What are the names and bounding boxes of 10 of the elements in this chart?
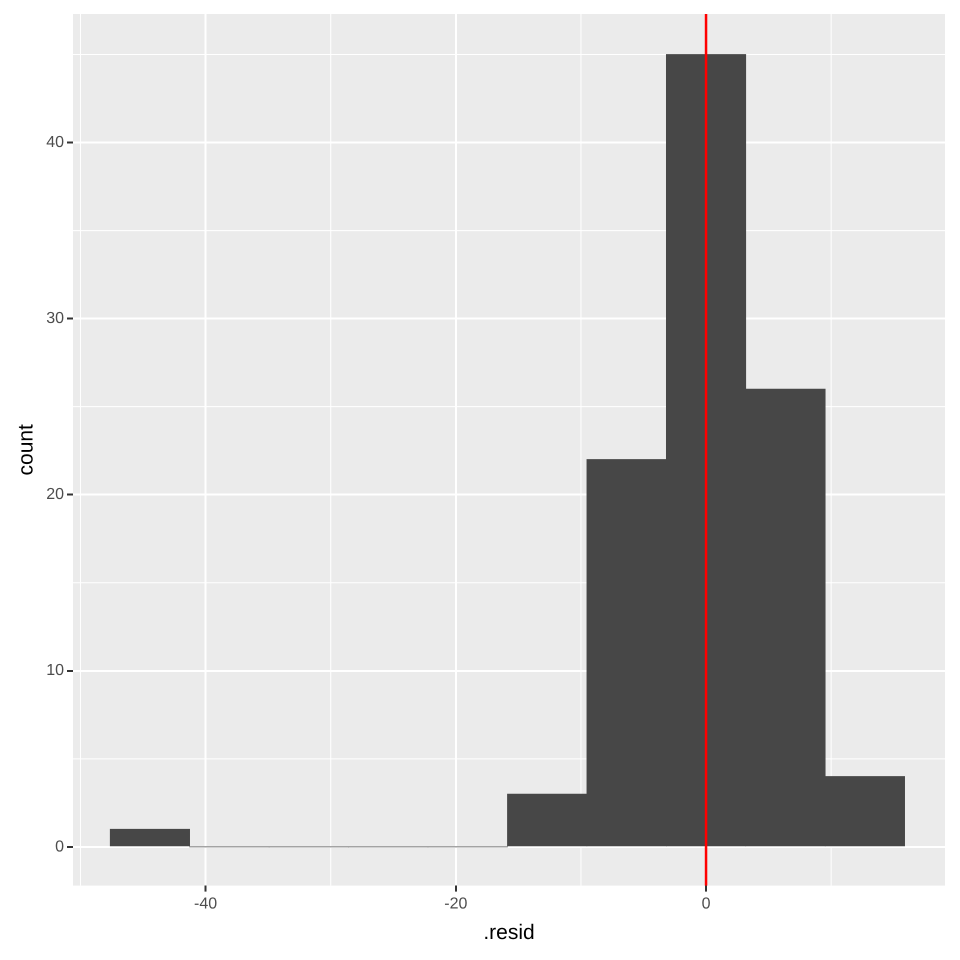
y-tick-label: 0 bbox=[55, 838, 64, 856]
x-tick-label: -40 bbox=[194, 896, 218, 913]
y-tick-label: 40 bbox=[46, 134, 64, 151]
y-tick-label: 10 bbox=[46, 662, 64, 680]
x-tick-label: 0 bbox=[702, 896, 711, 913]
y-tick-label: 30 bbox=[46, 310, 64, 328]
x-tick-label: -20 bbox=[444, 896, 468, 913]
x-axis-title: .resid bbox=[483, 921, 535, 944]
y-axis-title: count bbox=[14, 424, 38, 476]
y-tick-label: 20 bbox=[46, 486, 64, 504]
